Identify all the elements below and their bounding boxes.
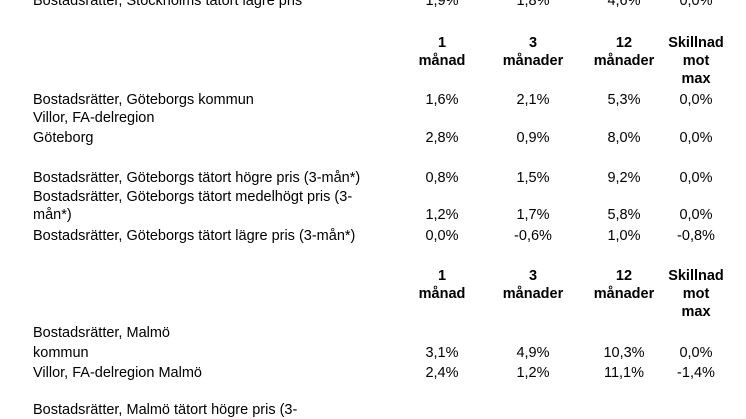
- value-diff-max: 0,0%: [679, 170, 713, 186]
- value-3-months: 0,9%: [516, 130, 550, 146]
- value-12-months: 5,3%: [607, 92, 641, 108]
- row-label: Bostadsrätter, Malmö: [33, 325, 170, 341]
- row-label: kommun: [33, 345, 89, 361]
- row-label: Bostadsrätter, Göteborgs tätort lägre pr…: [33, 228, 356, 244]
- value-1-month: 0,8%: [425, 170, 459, 186]
- header-3-months: 3 månader: [502, 35, 564, 69]
- value-12-months: 4,6%: [607, 0, 641, 9]
- row-label: mån*): [33, 207, 72, 223]
- row-label: Bostadsrätter, Göteborgs kommun: [33, 92, 254, 108]
- value-diff-max: 0,0%: [679, 130, 713, 146]
- row-label: Göteborg: [33, 130, 94, 146]
- value-3-months: 2,1%: [516, 92, 550, 108]
- header-3-months: 3 månader: [502, 268, 564, 302]
- header-12-months: 12 månader: [593, 35, 655, 69]
- header-diff-max: Skillnad mot max: [668, 268, 724, 320]
- value-diff-max: 0,0%: [679, 207, 713, 223]
- value-3-months: 1,8%: [516, 0, 550, 9]
- value-diff-max: 0,0%: [679, 0, 713, 9]
- header-1-month: 1 månad: [418, 35, 466, 69]
- value-1-month: 0,0%: [425, 228, 459, 244]
- row-label: Bostadsrätter, Göteborgs tätort medelhög…: [33, 189, 353, 205]
- row-label: Bostadsrätter, Göteborgs tätort högre pr…: [33, 170, 361, 186]
- header-12-months: 12 månader: [593, 268, 655, 302]
- value-3-months: 1,5%: [516, 170, 550, 186]
- value-12-months: 5,8%: [607, 207, 641, 223]
- value-diff-max: -0,8%: [677, 228, 715, 244]
- value-12-months: 9,2%: [607, 170, 641, 186]
- value-3-months: 4,9%: [516, 345, 550, 361]
- value-12-months: 8,0%: [607, 130, 641, 146]
- value-diff-max: -1,4%: [677, 365, 715, 381]
- value-3-months: 1,7%: [516, 207, 550, 223]
- row-label: Bostadsrätter, Stockholms tätort lägre p…: [33, 0, 303, 9]
- value-3-months: 1,2%: [516, 365, 550, 381]
- value-diff-max: 0,0%: [679, 345, 713, 361]
- header-diff-max: Skillnad mot max: [668, 35, 724, 87]
- value-12-months: 1,0%: [607, 228, 641, 244]
- value-1-month: 1,9%: [425, 0, 459, 9]
- value-1-month: 1,6%: [425, 92, 459, 108]
- row-label: Bostadsrätter, Malmö tätort högre pris (…: [33, 402, 298, 418]
- row-label: Villor, FA-delregion Malmö: [33, 365, 202, 381]
- value-1-month: 2,8%: [425, 130, 459, 146]
- value-diff-max: 0,0%: [679, 92, 713, 108]
- row-label: Villor, FA-delregion: [33, 110, 155, 126]
- value-1-month: 2,4%: [425, 365, 459, 381]
- value-1-month: 3,1%: [425, 345, 459, 361]
- value-3-months: -0,6%: [514, 228, 552, 244]
- value-1-month: 1,2%: [425, 207, 459, 223]
- value-12-months: 10,3%: [603, 345, 645, 361]
- value-12-months: 11,1%: [603, 365, 645, 381]
- header-1-month: 1 månad: [418, 268, 466, 302]
